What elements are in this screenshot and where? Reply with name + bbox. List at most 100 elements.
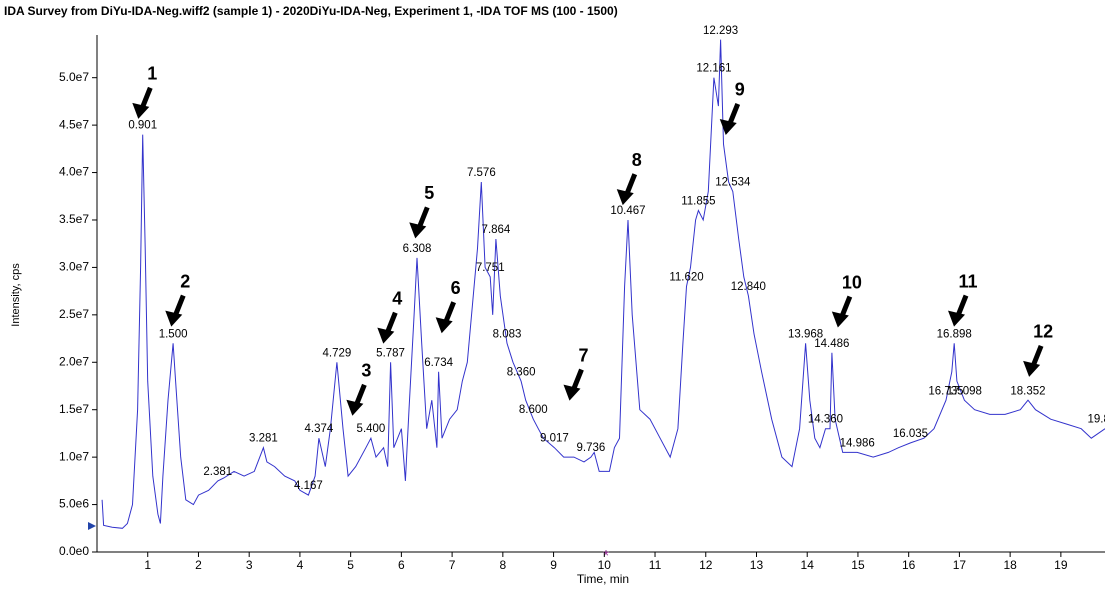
callout-arrowhead	[616, 189, 634, 206]
peak-label: 9.736	[577, 442, 606, 454]
x-tick-label: 5	[347, 558, 354, 572]
peak-label: 9.017	[540, 433, 569, 445]
x-tick-label: 10	[598, 558, 612, 572]
x-tick-label: 9	[550, 558, 557, 572]
callout-arrowhead	[719, 118, 737, 135]
peak-label: 16.035	[893, 428, 928, 440]
peak-label: 11.855	[681, 196, 715, 208]
peak-label: 1.500	[159, 328, 188, 340]
y-tick-label: 3.5e7	[59, 212, 89, 226]
callout-arrowhead	[831, 311, 849, 328]
peak-label: 8.600	[519, 404, 548, 416]
peak-label: 14.986	[840, 437, 875, 449]
callout-arrowhead	[948, 310, 966, 327]
y-tick-label: 0.0e0	[59, 544, 89, 558]
callout-number: 9	[735, 80, 745, 100]
marker: *	[603, 548, 609, 565]
callout-arrow	[727, 103, 741, 125]
callout-arrow	[172, 294, 186, 317]
peak-label: 18.352	[1010, 385, 1045, 397]
peak-label: 6.308	[403, 243, 432, 255]
y-tick-label: 5.0e7	[59, 70, 89, 84]
callout-arrowhead	[346, 399, 364, 416]
peak-label: 8.360	[507, 366, 536, 378]
x-tick-label: 15	[851, 558, 865, 572]
callout-arrowhead	[377, 327, 395, 344]
callout-arrowhead	[165, 310, 183, 327]
peak-label: 5.400	[357, 423, 386, 435]
x-tick-label: 19	[1054, 558, 1068, 572]
callout-number: 11	[959, 271, 978, 291]
y-tick-label: 1.0e7	[59, 449, 89, 463]
peak-label: 7.576	[467, 167, 496, 179]
callout-arrowhead	[563, 384, 581, 401]
peak-label: 12.840	[731, 281, 766, 293]
peak-label: 19.872	[1088, 414, 1105, 426]
x-tick-label: 3	[246, 558, 253, 572]
callout-arrow	[1030, 344, 1044, 367]
y-tick-label: 5.0e6	[59, 497, 89, 511]
peak-label: 14.486	[814, 338, 849, 350]
y-tick-label: 4.5e7	[59, 117, 89, 131]
x-tick-label: 7	[449, 558, 456, 572]
peak-label: 12.534	[715, 177, 751, 189]
trace	[101, 39, 1105, 529]
chart-title: IDA Survey from DiYu-IDA-Neg.wiff2 (samp…	[4, 4, 618, 18]
x-tick-label: 14	[801, 558, 815, 572]
callout-arrowhead	[435, 317, 453, 334]
callout-number: 10	[842, 272, 862, 292]
peak-label: 13.968	[788, 328, 823, 340]
x-tick-label: 4	[297, 558, 304, 572]
callout-number: 6	[451, 278, 461, 298]
peak-label: 10.467	[610, 205, 645, 217]
peak-label: 6.734	[424, 357, 453, 369]
callout-arrow	[839, 295, 853, 318]
y-tick-label: 2.5e7	[59, 307, 89, 321]
x-tick-label: 11	[649, 558, 662, 572]
peak-label: 17.098	[947, 385, 982, 397]
peak-label: 12.161	[696, 63, 731, 75]
y-tick-label: 2.0e7	[59, 354, 89, 368]
x-tick-label: 13	[750, 558, 764, 572]
callout-arrowhead	[1023, 360, 1041, 377]
x-tick-label: 17	[953, 558, 967, 572]
callout-number: 8	[632, 150, 642, 170]
callout-arrow	[384, 311, 398, 334]
peak-label: 0.901	[128, 120, 157, 132]
callout-arrow	[139, 86, 153, 109]
y-tick-label: 1.5e7	[59, 402, 89, 416]
callout-number: 4	[392, 288, 402, 308]
y-axis-label: Intensity, cps	[10, 263, 22, 327]
y-tick-label: 4.0e7	[59, 165, 89, 179]
peak-label: 7.864	[482, 224, 511, 236]
callout-number: 12	[1033, 322, 1053, 342]
callout-number: 5	[424, 183, 434, 203]
peak-label: 7.751	[476, 262, 505, 274]
x-tick-label: 6	[398, 558, 405, 572]
callout-arrow	[571, 368, 584, 391]
callout-number: 1	[147, 64, 157, 84]
peak-label: 4.167	[294, 480, 323, 492]
peak-label: 5.787	[376, 347, 405, 359]
peak-label: 4.374	[305, 423, 334, 435]
callout-arrow	[955, 294, 969, 317]
x-tick-label: 16	[902, 558, 916, 572]
x-tick-label: 2	[195, 558, 202, 572]
peak-label: 16.898	[937, 328, 972, 340]
x-tick-label: 18	[1003, 558, 1017, 572]
callout-arrow	[624, 173, 638, 196]
y-tick-label: 3.0e7	[59, 260, 89, 274]
callout-number: 2	[180, 271, 190, 291]
x-tick-label: 1	[144, 558, 151, 572]
callout-arrowhead	[409, 222, 427, 239]
peak-label: 14.360	[808, 414, 843, 426]
peak-label: 8.083	[493, 328, 522, 340]
peak-label: 16.735	[928, 385, 963, 397]
peak-label: 2.381	[203, 466, 232, 478]
callout-arrowhead	[132, 102, 150, 119]
peak-label: 12.293	[703, 25, 738, 37]
peak-label: 4.729	[323, 347, 352, 359]
axis-marker	[88, 522, 96, 530]
x-tick-label: 8	[499, 558, 506, 572]
